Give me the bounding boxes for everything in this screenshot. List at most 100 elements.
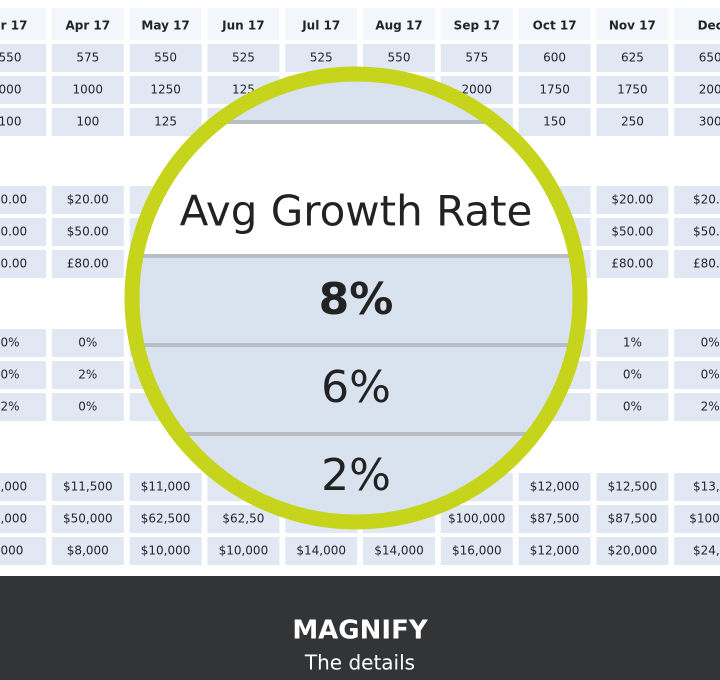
cell: 550	[388, 51, 411, 65]
column-header: Apr 17	[65, 19, 110, 33]
cell: 0%	[0, 368, 19, 382]
cell-bg	[596, 108, 669, 136]
cell-bg	[51, 108, 124, 136]
cell: 600	[543, 51, 566, 65]
cell: $20.0	[693, 193, 720, 207]
cell: 100	[76, 115, 99, 129]
cell: $8,000	[67, 544, 109, 558]
cell-bg	[129, 505, 202, 533]
cell: 50.00	[0, 225, 27, 239]
cell: $20.00	[611, 193, 653, 207]
cell-bg	[0, 473, 46, 501]
cell-bg	[596, 76, 669, 104]
rule	[132, 254, 580, 258]
cell-bg	[0, 108, 46, 136]
cell-bg	[51, 329, 124, 357]
cell-bg	[596, 537, 669, 565]
cell-bg	[51, 250, 124, 278]
cell-bg	[0, 76, 46, 104]
cell: $50.00	[611, 225, 653, 239]
cell: ,000	[0, 544, 23, 558]
header-cell	[207, 8, 280, 40]
lens-value: 8%	[319, 274, 394, 325]
cell: 100	[0, 115, 21, 129]
header-cell	[129, 8, 202, 40]
cell: $11,500	[63, 480, 113, 494]
cell-bg	[0, 393, 46, 421]
cell: $10,000	[219, 544, 269, 558]
cell-bg	[0, 218, 46, 246]
cell-bg	[129, 76, 202, 104]
cell: 550	[0, 51, 21, 65]
column-header: May 17	[141, 19, 189, 33]
cell-bg	[129, 473, 202, 501]
cell: $20.00	[67, 193, 109, 207]
cell-bg	[518, 44, 591, 72]
header-cell	[596, 8, 669, 40]
cell-bg	[129, 537, 202, 565]
cell: $100,000	[448, 512, 505, 526]
footer	[0, 576, 720, 680]
cell: 1000	[73, 83, 104, 97]
cell: 550	[154, 51, 177, 65]
cell-bg	[51, 44, 124, 72]
cell: 0%	[0, 336, 19, 350]
cell-bg	[518, 76, 591, 104]
cell-bg	[518, 473, 591, 501]
column-header: Nov 17	[609, 19, 656, 33]
cell: 0%	[78, 400, 97, 414]
footer-subtitle: The details	[304, 651, 415, 675]
cell-bg	[518, 108, 591, 136]
cell-bg	[51, 505, 124, 533]
cell-bg	[674, 250, 720, 278]
lens-ring	[124, 66, 588, 530]
column-header: Dec	[698, 19, 720, 33]
cell-bg	[0, 250, 46, 278]
header-cell	[285, 8, 358, 40]
cell: 0%	[701, 336, 720, 350]
cell-bg	[596, 329, 669, 357]
lens-value: 6%	[321, 362, 391, 413]
cell: 2000	[462, 83, 493, 97]
cell-bg	[207, 537, 280, 565]
column-header: ar 17	[0, 19, 27, 33]
column-header: Jun 17	[221, 19, 264, 33]
cell-bg	[596, 361, 669, 389]
cell-bg	[674, 329, 720, 357]
cell-bg	[0, 44, 46, 72]
cell: 525	[232, 51, 255, 65]
cell-bg	[285, 537, 358, 565]
cell: $14,000	[374, 544, 424, 558]
cell: $62,500	[141, 512, 191, 526]
cell: $14,000	[296, 544, 346, 558]
cell: 0%	[623, 400, 642, 414]
rule	[132, 120, 580, 124]
column-header: Aug 17	[375, 19, 422, 33]
cell: 1750	[617, 83, 648, 97]
cell: 2%	[701, 400, 720, 414]
cell: 250	[621, 115, 644, 129]
cell: 2%	[0, 400, 19, 414]
cell: £80.00	[611, 257, 653, 271]
cell: $50,000	[63, 512, 113, 526]
cell: 300	[699, 115, 720, 129]
cell-bg	[674, 186, 720, 214]
cell-bg	[207, 44, 280, 72]
cell: £80.00	[67, 257, 109, 271]
cell: 125	[154, 115, 177, 129]
lens-value: 2%	[321, 450, 391, 501]
cell: 525	[310, 51, 333, 65]
cell: 575	[76, 51, 99, 65]
cell: 0%	[623, 368, 642, 382]
header-cell	[440, 8, 513, 40]
cell-bg	[129, 108, 202, 136]
cell-bg	[518, 537, 591, 565]
cell-bg	[674, 393, 720, 421]
cell: $50.00	[67, 225, 109, 239]
column-header: Sep 17	[454, 19, 500, 33]
column-header: Oct 17	[533, 19, 577, 33]
cell: $12,000	[530, 544, 580, 558]
cell: 575	[465, 51, 488, 65]
cell-bg	[0, 186, 46, 214]
cell-bg	[440, 44, 513, 72]
